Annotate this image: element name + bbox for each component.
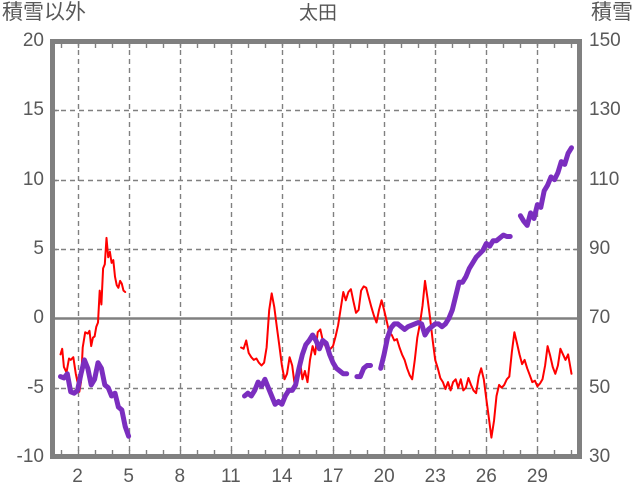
- y-tick-left: 5: [33, 238, 44, 259]
- x-tick: 20: [373, 466, 395, 487]
- series-line-1: [58, 357, 132, 439]
- y-tick-left: -10: [16, 446, 44, 467]
- y-tick-left: 15: [22, 99, 44, 121]
- y-tick-left: -5: [27, 376, 44, 398]
- plot-border: [50, 39, 582, 459]
- left-axis-title: 積雪以外: [2, 1, 86, 24]
- x-tick: 2: [72, 466, 83, 487]
- series-line-0: [240, 279, 573, 439]
- series-line-0: [59, 236, 127, 393]
- x-tick: 5: [123, 466, 134, 487]
- x-tick: 23: [424, 466, 446, 487]
- y-tick-right: 50: [589, 376, 611, 398]
- data-series: [58, 145, 574, 439]
- x-tick: 26: [475, 466, 497, 487]
- x-tick: 14: [271, 466, 293, 487]
- y-tick-left: 0: [33, 307, 44, 329]
- series-line-1: [242, 332, 350, 407]
- y-tick-right: 150: [589, 30, 621, 51]
- y-tick-right: 30: [589, 446, 611, 467]
- y-tick-right: 130: [589, 99, 621, 121]
- y-tick-right: 90: [589, 238, 611, 259]
- x-tick: 11: [220, 466, 241, 487]
- grid-lines: [52, 41, 580, 457]
- y-tick-right: 110: [589, 168, 620, 190]
- y-tick-left: 20: [22, 30, 44, 51]
- series-line-1: [517, 145, 574, 228]
- series-line-1: [378, 232, 513, 371]
- x-tick: 17: [322, 466, 344, 487]
- x-tick: 8: [174, 466, 186, 487]
- x-tick: 29: [526, 466, 548, 487]
- right-axis-title: 積雪: [591, 1, 633, 24]
- y-tick-right: 70: [589, 307, 611, 329]
- y-tick-left: 10: [22, 168, 44, 190]
- series-line-1: [354, 363, 373, 380]
- chart-title: 太田: [298, 3, 337, 24]
